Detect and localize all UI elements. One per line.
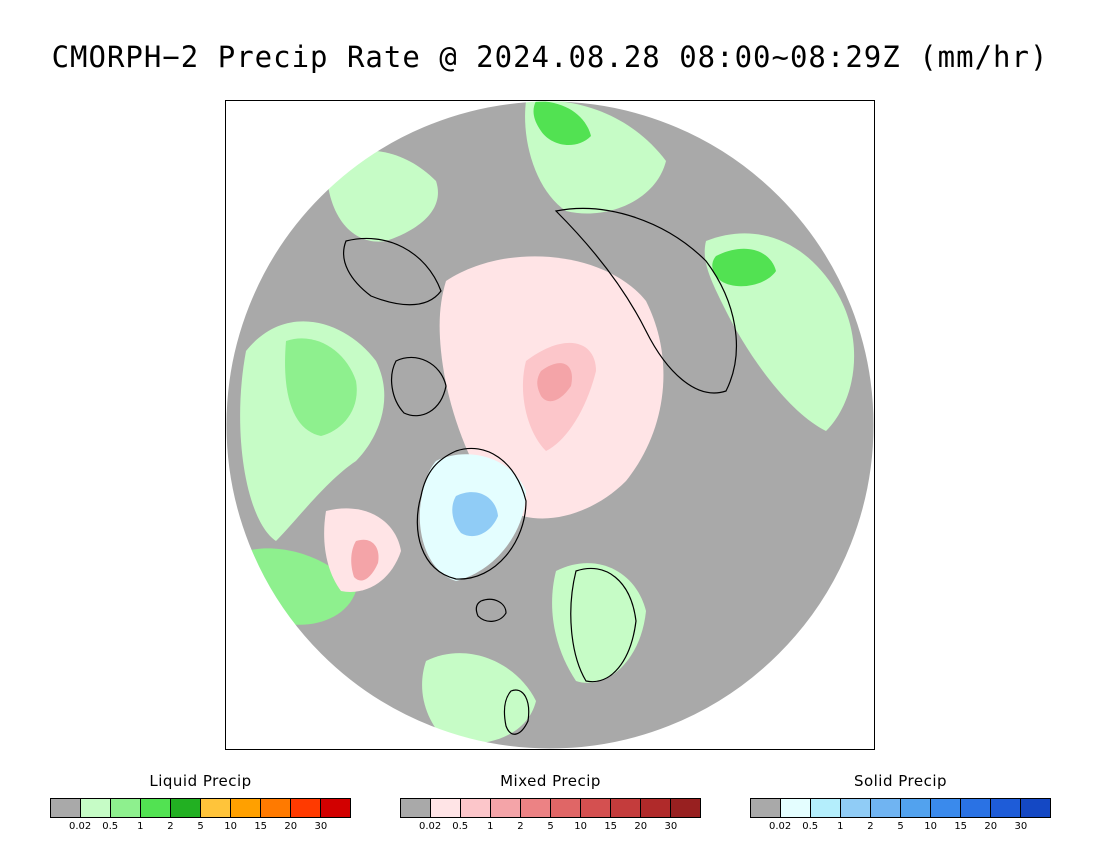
coastline-canadian-archipelago xyxy=(390,356,447,417)
color-swatch-solid-9 xyxy=(1021,799,1050,817)
chart-title: CMORPH−2 Precip Rate @ 2024.08.28 08:00~… xyxy=(51,40,1049,74)
color-swatch-mixed-7 xyxy=(611,799,641,817)
tick-label-liquid-3: 2 xyxy=(167,821,174,832)
color-swatch-mixed-2 xyxy=(461,799,491,817)
tick-label-liquid-0: 0.02 xyxy=(68,821,92,832)
color-swatch-solid-1 xyxy=(781,799,811,817)
color-swatch-solid-5 xyxy=(901,799,931,817)
tick-label-liquid-5: 10 xyxy=(224,821,237,832)
color-swatch-solid-0 xyxy=(751,799,781,817)
tick-label-solid-4: 5 xyxy=(897,821,904,832)
tick-label-mixed-0: 0.02 xyxy=(418,821,442,832)
tick-label-solid-1: 0.5 xyxy=(802,821,819,832)
color-swatch-solid-8 xyxy=(991,799,1021,817)
tick-label-liquid-4: 5 xyxy=(197,821,204,832)
tick-label-liquid-1: 0.5 xyxy=(102,821,119,832)
color-swatch-mixed-5 xyxy=(551,799,581,817)
color-swatch-liquid-2 xyxy=(111,799,141,817)
color-swatch-mixed-9 xyxy=(671,799,700,817)
tick-label-solid-0: 0.02 xyxy=(768,821,792,832)
tick-label-liquid-8: 30 xyxy=(314,821,328,832)
tick-labels-mixed: 0.02 0.5 1 2 5 10 15 20 30 xyxy=(400,821,701,837)
color-swatch-solid-6 xyxy=(931,799,961,817)
tick-label-mixed-4: 5 xyxy=(547,821,554,832)
tick-label-solid-8: 30 xyxy=(1014,821,1028,832)
legend-title-mixed: Mixed Precip xyxy=(500,772,601,790)
color-swatch-liquid-0 xyxy=(51,799,81,817)
color-swatch-solid-2 xyxy=(811,799,841,817)
color-bar-liquid xyxy=(50,798,351,818)
color-swatch-mixed-0 xyxy=(401,799,431,817)
liquid-precip-core-siberia xyxy=(712,248,776,287)
mixed-precip-core xyxy=(537,363,572,402)
color-swatch-mixed-3 xyxy=(491,799,521,817)
coastline-scandinavia xyxy=(570,567,637,683)
color-swatch-mixed-4 xyxy=(521,799,551,817)
tick-label-mixed-8: 30 xyxy=(664,821,678,832)
color-swatch-liquid-4 xyxy=(171,799,201,817)
tick-labels-solid: 0.02 0.5 1 2 5 10 15 20 30 xyxy=(750,821,1051,837)
coastline-iceland xyxy=(475,598,507,622)
color-swatch-mixed-8 xyxy=(641,799,671,817)
solid-precip-core-greenland xyxy=(452,492,498,537)
tick-label-mixed-3: 2 xyxy=(517,821,524,832)
tick-label-solid-3: 2 xyxy=(867,821,874,832)
coastline-greenland xyxy=(416,447,527,580)
coastline-british-isles xyxy=(503,689,530,735)
mixed-precip-core-greenland-sea xyxy=(351,539,379,581)
tick-label-liquid-2: 1 xyxy=(137,821,144,832)
legend-title-liquid: Liquid Precip xyxy=(149,772,252,790)
color-swatch-mixed-6 xyxy=(581,799,611,817)
legend-title-solid: Solid Precip xyxy=(853,772,948,790)
tick-label-liquid-7: 20 xyxy=(284,821,298,832)
liquid-precip-core-bering xyxy=(533,101,591,146)
map-panel xyxy=(225,100,875,750)
tick-label-liquid-6: 15 xyxy=(254,821,268,832)
legend-liquid-precip: Liquid Precip 0.02 0.5 1 2 5 10 15 20 30 xyxy=(50,772,351,837)
tick-labels-liquid: 0.02 0.5 1 2 5 10 15 20 30 xyxy=(50,821,351,837)
color-swatch-liquid-7 xyxy=(261,799,291,817)
liquid-precip-region-europe xyxy=(422,653,536,744)
color-swatch-liquid-5 xyxy=(201,799,231,817)
tick-label-mixed-7: 20 xyxy=(634,821,648,832)
color-swatch-liquid-9 xyxy=(321,799,350,817)
tick-label-solid-6: 15 xyxy=(954,821,968,832)
tick-label-mixed-6: 15 xyxy=(604,821,618,832)
tick-label-mixed-1: 0.5 xyxy=(452,821,469,832)
legend-solid-precip: Solid Precip 0.02 0.5 1 2 5 10 15 20 30 xyxy=(750,772,1051,837)
polar-map xyxy=(226,101,874,749)
color-swatch-mixed-1 xyxy=(431,799,461,817)
color-swatch-solid-4 xyxy=(871,799,901,817)
color-swatch-solid-7 xyxy=(961,799,991,817)
liquid-precip-region-alaska xyxy=(326,150,438,242)
coastline-alaska xyxy=(343,237,442,306)
color-swatch-liquid-6 xyxy=(231,799,261,817)
tick-label-mixed-2: 1 xyxy=(487,821,494,832)
tick-label-solid-5: 10 xyxy=(924,821,937,832)
liquid-precip-region-canada-core xyxy=(285,338,357,436)
color-bar-mixed xyxy=(400,798,701,818)
color-swatch-solid-3 xyxy=(841,799,871,817)
tick-label-solid-2: 1 xyxy=(837,821,844,832)
color-swatch-liquid-1 xyxy=(81,799,111,817)
coastline-siberia xyxy=(554,207,737,394)
coastlines xyxy=(343,207,737,735)
color-bar-solid xyxy=(750,798,1051,818)
legend-mixed-precip: Mixed Precip 0.02 0.5 1 2 5 10 15 20 30 xyxy=(400,772,701,837)
tick-label-solid-7: 20 xyxy=(984,821,998,832)
color-swatch-liquid-8 xyxy=(291,799,321,817)
tick-label-mixed-5: 10 xyxy=(574,821,587,832)
color-swatch-liquid-3 xyxy=(141,799,171,817)
